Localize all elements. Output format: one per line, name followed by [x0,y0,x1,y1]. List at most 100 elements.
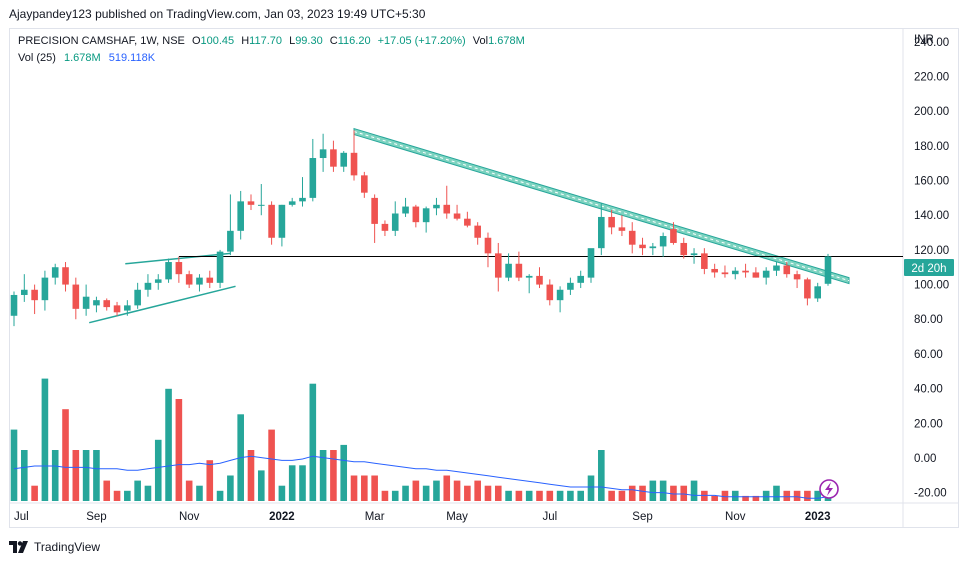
volume-bar [402,485,409,501]
volume-bar [288,465,296,501]
price-chart[interactable]: INR 240.00 220.00 200.00 180.00 160.00 140.00… [0,0,968,530]
candle-body [144,282,152,290]
volume-bar [731,490,739,501]
volume-bars [10,378,832,501]
trendline-upper-left[interactable] [125,252,231,265]
volume-bar [639,485,646,501]
volume-bar [598,450,605,501]
volume-bar [433,480,440,501]
candle-body [773,265,780,271]
candlesticks [10,130,832,327]
y-tick-label: 240.00 [914,37,949,49]
volume-bar [21,450,28,501]
candle-body [731,270,739,275]
alert-icon[interactable] [819,479,839,499]
candle-body [680,242,688,256]
tradingview-logo-icon [9,541,28,553]
volume-bar [10,429,18,501]
volume-bar [278,485,286,501]
y-tick-label: 160.00 [914,176,949,188]
candle-body [340,152,348,167]
change-value: +17.05 (+17.20%) [377,35,466,47]
trendline-lower-left[interactable] [89,285,236,324]
volume-bar [31,485,38,501]
volume-bar [330,450,337,501]
candle-body [598,216,605,249]
volume-ma-label: Vol (25) [18,52,56,64]
candle-body [659,236,667,247]
candle-body [51,267,59,278]
publisher-caption: Ajaypandey123 published on TradingView.c… [9,7,426,21]
candle-body [93,300,100,306]
low-label: L [289,35,296,47]
candle-body [618,227,626,231]
countdown-text: 2d 20h [911,263,946,275]
volume-bar [804,490,811,501]
candle-body [711,268,718,273]
volume-bar [670,485,677,501]
volume-bar [124,490,131,501]
candle-body [577,275,585,283]
volume-bar [742,495,749,501]
volume-bar [608,490,615,501]
x-tick-label: Nov [725,511,746,523]
candle-body [319,149,327,159]
volume-bar [113,490,121,501]
currency-label: INR [914,34,934,46]
volume-bar [659,480,667,501]
ohlc-legend[interactable]: PRECISION CAMSHAF, 1W, NSE O100.45 H117.… [18,35,525,47]
y-tick-label: 100.00 [914,280,949,292]
tradingview-footer[interactable]: TradingView [9,540,100,554]
close-label: C [329,35,338,47]
y-tick-label: 0.00 [914,453,936,465]
candle-body [525,275,533,278]
candle-body [701,253,708,269]
volume-bar [690,480,698,501]
volume-bar [515,490,523,501]
candle-body [41,277,49,301]
x-axis-ticks: Jul Sep Nov 2022 Mar May Jul Sep Nov 2023 [14,511,830,523]
volume-bar [628,485,636,501]
candle-body [165,262,172,280]
volume-label: Vol [472,35,489,47]
volume-bar [793,490,801,501]
x-tick-label: Sep [632,511,652,523]
close-value: 116.20 [337,35,371,47]
candle-body [103,300,111,308]
candle-body [690,253,698,256]
volume-bar [62,409,69,501]
open-label: O [191,35,201,47]
volume-bar [319,450,327,501]
candle-body [10,294,18,316]
candle-body [196,277,203,285]
volume-bar [474,480,481,501]
volume-bar [381,490,389,501]
candle-body [783,265,791,275]
candle-body [154,279,162,283]
symbol-name: PRECISION CAMSHAF, 1W, NSE [18,35,185,47]
tradingview-brand: TradingView [34,540,101,554]
countdown-badge: 2d 20h [904,259,954,276]
volume-bar [72,450,80,501]
candle-body [227,230,234,252]
candle-body [175,262,183,275]
candle-body [206,277,214,283]
x-tick-label: Mar [365,511,385,523]
volume-ma-legend[interactable]: Vol (25) 1.678M 519.118K [18,52,155,64]
candle-body [742,270,749,273]
x-tick-label: May [446,511,468,523]
candle-body [639,244,646,249]
candle-body [113,305,121,313]
candle-body [793,274,801,280]
volume-bar [536,490,543,501]
volume-bar [185,480,193,501]
volume-bar [154,439,162,501]
volume-value: 1.678M [488,35,525,47]
volume-bar [721,490,729,501]
volume-bar [268,429,275,501]
candle-body [628,230,636,245]
y-axis-ticks: 240.00 220.00 200.00 180.00 160.00 140.00 120.… [914,37,949,500]
candle-body [31,289,38,301]
candle-body [474,225,481,238]
volume-bar [82,450,90,501]
